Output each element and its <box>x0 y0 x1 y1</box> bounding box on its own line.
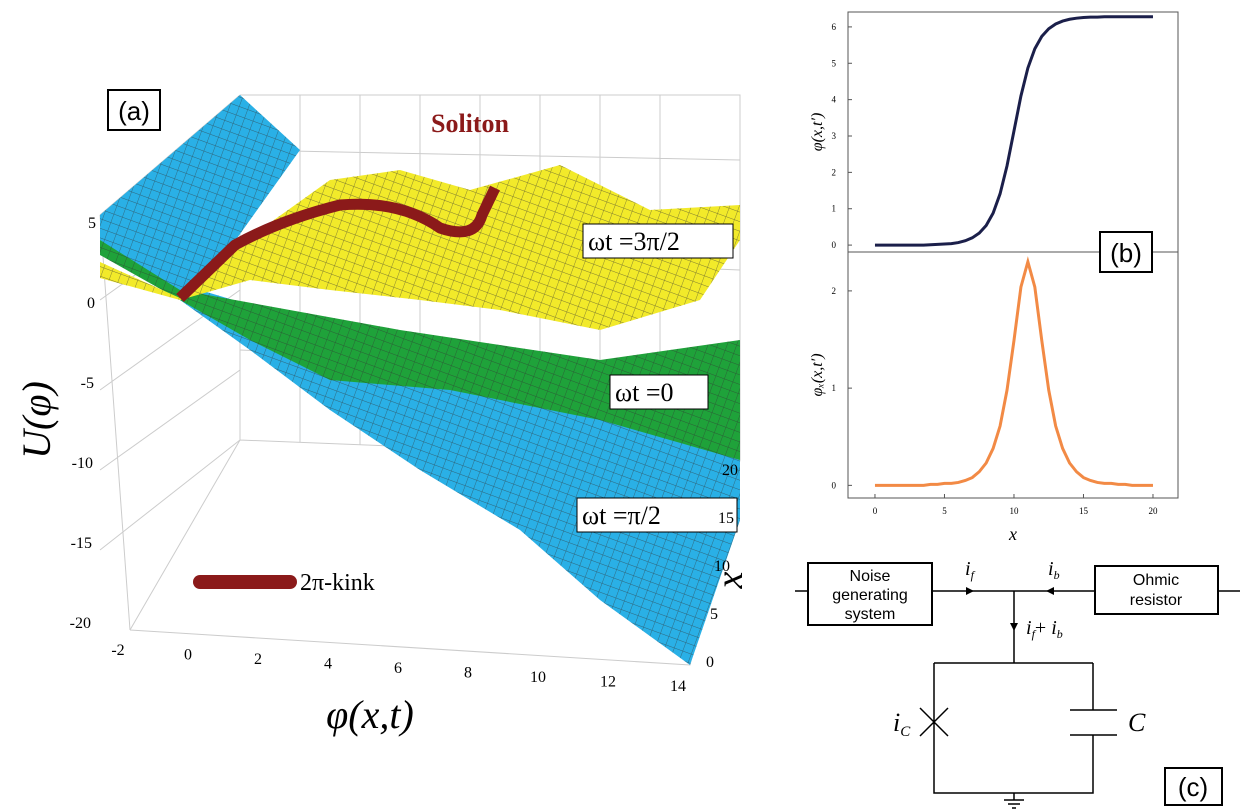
depth-tick-label: 0 <box>706 654 714 671</box>
y-tick-label: 2 <box>832 167 837 177</box>
x-tick-label: 10 <box>530 669 546 686</box>
box-text: resistor <box>1130 592 1183 609</box>
box-text: Noise <box>850 568 891 585</box>
y-tick-label: 0 <box>832 240 837 250</box>
annotation: Soliton <box>431 109 510 138</box>
panel-label: (a) <box>118 96 150 126</box>
label-box <box>609 374 709 410</box>
box-text: Ohmic <box>1133 572 1179 589</box>
z-tick-label: -10 <box>72 455 93 472</box>
x-tick-label: 8 <box>464 665 472 682</box>
depth-tick-label: 20 <box>722 462 738 479</box>
circuit-boxes: Noise generating system Ohmic resistor <box>832 568 1183 623</box>
symbol: + <box>1035 617 1051 639</box>
label-box <box>1099 231 1153 273</box>
symbol: i <box>1026 617 1032 639</box>
y-tick-label: 4 <box>832 95 837 105</box>
current-label: if <box>965 558 976 582</box>
line <box>874 15 1153 247</box>
plot-frame <box>847 251 1179 499</box>
label-box <box>576 497 738 533</box>
surface-yellow <box>100 165 740 330</box>
y-tick-label: 1 <box>832 383 837 393</box>
box-text: generating <box>832 587 908 604</box>
x-axis-label: x <box>1008 524 1017 544</box>
label-box <box>107 89 161 131</box>
x-tick-label: 5 <box>942 506 947 516</box>
y-tick-label: 0 <box>832 480 837 490</box>
surface-labels: ωt =3π/2 ωt =0 ωt =π/2 <box>576 223 738 533</box>
current-label: ib <box>1048 558 1060 582</box>
z-tick-label: -5 <box>81 375 94 392</box>
y-axis-label: φₓ(x,t′) <box>809 353 826 396</box>
x-tick-label: 2 <box>254 651 262 668</box>
subscript: b <box>1054 568 1060 582</box>
x-tick-label: 0 <box>184 647 192 664</box>
z-tick-label: 0 <box>87 295 95 312</box>
label-box <box>582 223 734 259</box>
line <box>874 256 1153 487</box>
z-tick-label: 5 <box>88 215 96 232</box>
y-tick-label: 6 <box>832 22 837 32</box>
current-arrows <box>966 587 1054 631</box>
surface-label: ωt =3π/2 <box>588 227 680 256</box>
box-text: system <box>845 606 896 623</box>
x-tick-label: 0 <box>873 506 878 516</box>
y-tick-label: 3 <box>832 131 837 141</box>
current-label: iC <box>893 708 911 740</box>
x-tick-label: 6 <box>394 660 402 677</box>
depth-tick-label: 5 <box>710 606 718 623</box>
surface-label: ωt =0 <box>615 378 674 407</box>
kink-path <box>176 185 500 302</box>
depth-tick-label: 15 <box>718 510 734 527</box>
y-tick-label: 5 <box>832 58 837 68</box>
legend-label: 2π-kink <box>300 570 375 596</box>
circuit-labels: if ib if+ ib iC C <box>893 558 1146 740</box>
panel-label: (c) <box>1178 772 1208 802</box>
x-tick-label: 10 <box>1009 506 1019 516</box>
current-label: if+ ib <box>1026 617 1063 641</box>
y-tick-label: 2 <box>832 286 837 296</box>
circuit-wires <box>795 562 1240 809</box>
subscript: C <box>900 724 911 740</box>
label-box <box>1164 767 1223 806</box>
x-tick-label: 4 <box>324 656 332 673</box>
surface-label: ωt =π/2 <box>582 501 661 530</box>
surface-green <box>100 240 740 460</box>
z-axis-label: U(φ) <box>14 381 59 459</box>
x-tick-label: 20 <box>1148 506 1158 516</box>
x-tick-label: 15 <box>1079 506 1089 516</box>
subscript: b <box>1057 627 1063 641</box>
x-tick-label: 12 <box>600 674 616 691</box>
depth-tick-label: 10 <box>714 558 730 575</box>
symbol: i <box>893 708 900 737</box>
subscript: f <box>1032 627 1037 641</box>
depth-axis-label: x <box>709 571 751 589</box>
symbol: i <box>965 558 971 580</box>
x-axis-label: φ(x,t) <box>326 692 414 737</box>
y-axis-label: φ(x,t′) <box>809 113 826 152</box>
y-tick-label: 1 <box>832 204 837 214</box>
panel-label: (b) <box>1110 238 1142 268</box>
z-tick-label: -20 <box>70 615 91 632</box>
subscript: f <box>971 568 976 582</box>
z-tick-label: -15 <box>71 535 92 552</box>
symbol: i <box>1048 558 1054 580</box>
capacitor-label: C <box>1128 708 1146 737</box>
symbol: i <box>1051 617 1057 639</box>
x-tick-label: 14 <box>670 678 686 695</box>
x-tick-label: -2 <box>111 642 124 659</box>
